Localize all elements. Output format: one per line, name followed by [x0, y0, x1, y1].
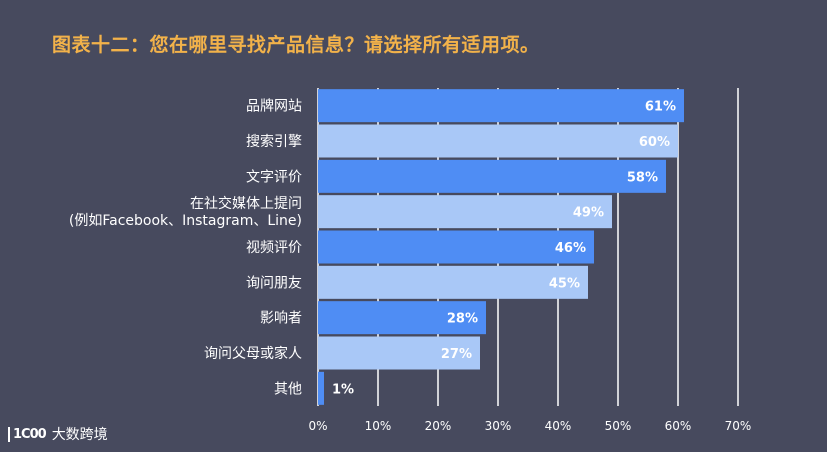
watermark-logo-icon: 1C00	[8, 426, 47, 442]
category-label: 搜索引擎	[246, 133, 302, 150]
label-layer: 61% 品牌网站 60% 搜索引擎 58% 文字评价 49% 在社交媒体上提问(例如Faceb…	[69, 98, 676, 398]
bar	[318, 124, 678, 158]
category-label: 其他	[274, 381, 302, 397]
value-label: 58%	[627, 170, 658, 185]
category-label: 文字评价	[246, 169, 302, 185]
bar	[318, 230, 594, 264]
watermark-text: 大数跨境	[51, 427, 108, 443]
x-tick-label: 60%	[665, 419, 692, 433]
x-tick-label: 40%	[545, 419, 572, 433]
bar	[318, 89, 684, 123]
category-label: 在社交媒体上提问	[190, 195, 302, 212]
x-tick-label: 30%	[485, 419, 512, 433]
category-label: 影响者	[260, 311, 302, 327]
bar-layer	[318, 89, 684, 405]
category-label: 品牌网站	[246, 98, 302, 115]
category-label: 询问朋友	[246, 275, 302, 291]
bar	[318, 195, 612, 229]
category-label: (例如Facebook、Instagram、Line)	[69, 213, 302, 229]
category-label: 询问父母或家人	[204, 345, 302, 362]
value-label: 61%	[645, 100, 676, 115]
x-tick-label: 50%	[605, 419, 632, 433]
watermark: 1C00 大数跨境	[8, 424, 108, 444]
value-label: 45%	[549, 276, 580, 291]
x-tick-label: 0%	[308, 419, 327, 433]
category-label: 视频评价	[246, 240, 302, 256]
bar	[318, 336, 480, 370]
x-tick-label: 20%	[425, 419, 452, 433]
value-label: 1%	[332, 382, 354, 397]
value-label: 28%	[447, 312, 478, 327]
x-tick-label: 70%	[725, 419, 752, 433]
value-label: 49%	[573, 206, 604, 221]
value-label: 60%	[639, 135, 670, 150]
x-tick-label: 10%	[365, 419, 392, 433]
value-label: 46%	[555, 241, 586, 256]
chart-title: 图表十二：您在哪里寻找产品信息？请选择所有适用项。	[52, 34, 540, 56]
bar	[318, 159, 666, 193]
bar	[318, 371, 324, 405]
tick-layer: 0% 10% 20% 30% 40% 50% 60% 70%	[308, 419, 751, 433]
bar	[318, 301, 486, 335]
value-label: 27%	[441, 347, 472, 362]
bar	[318, 265, 588, 299]
